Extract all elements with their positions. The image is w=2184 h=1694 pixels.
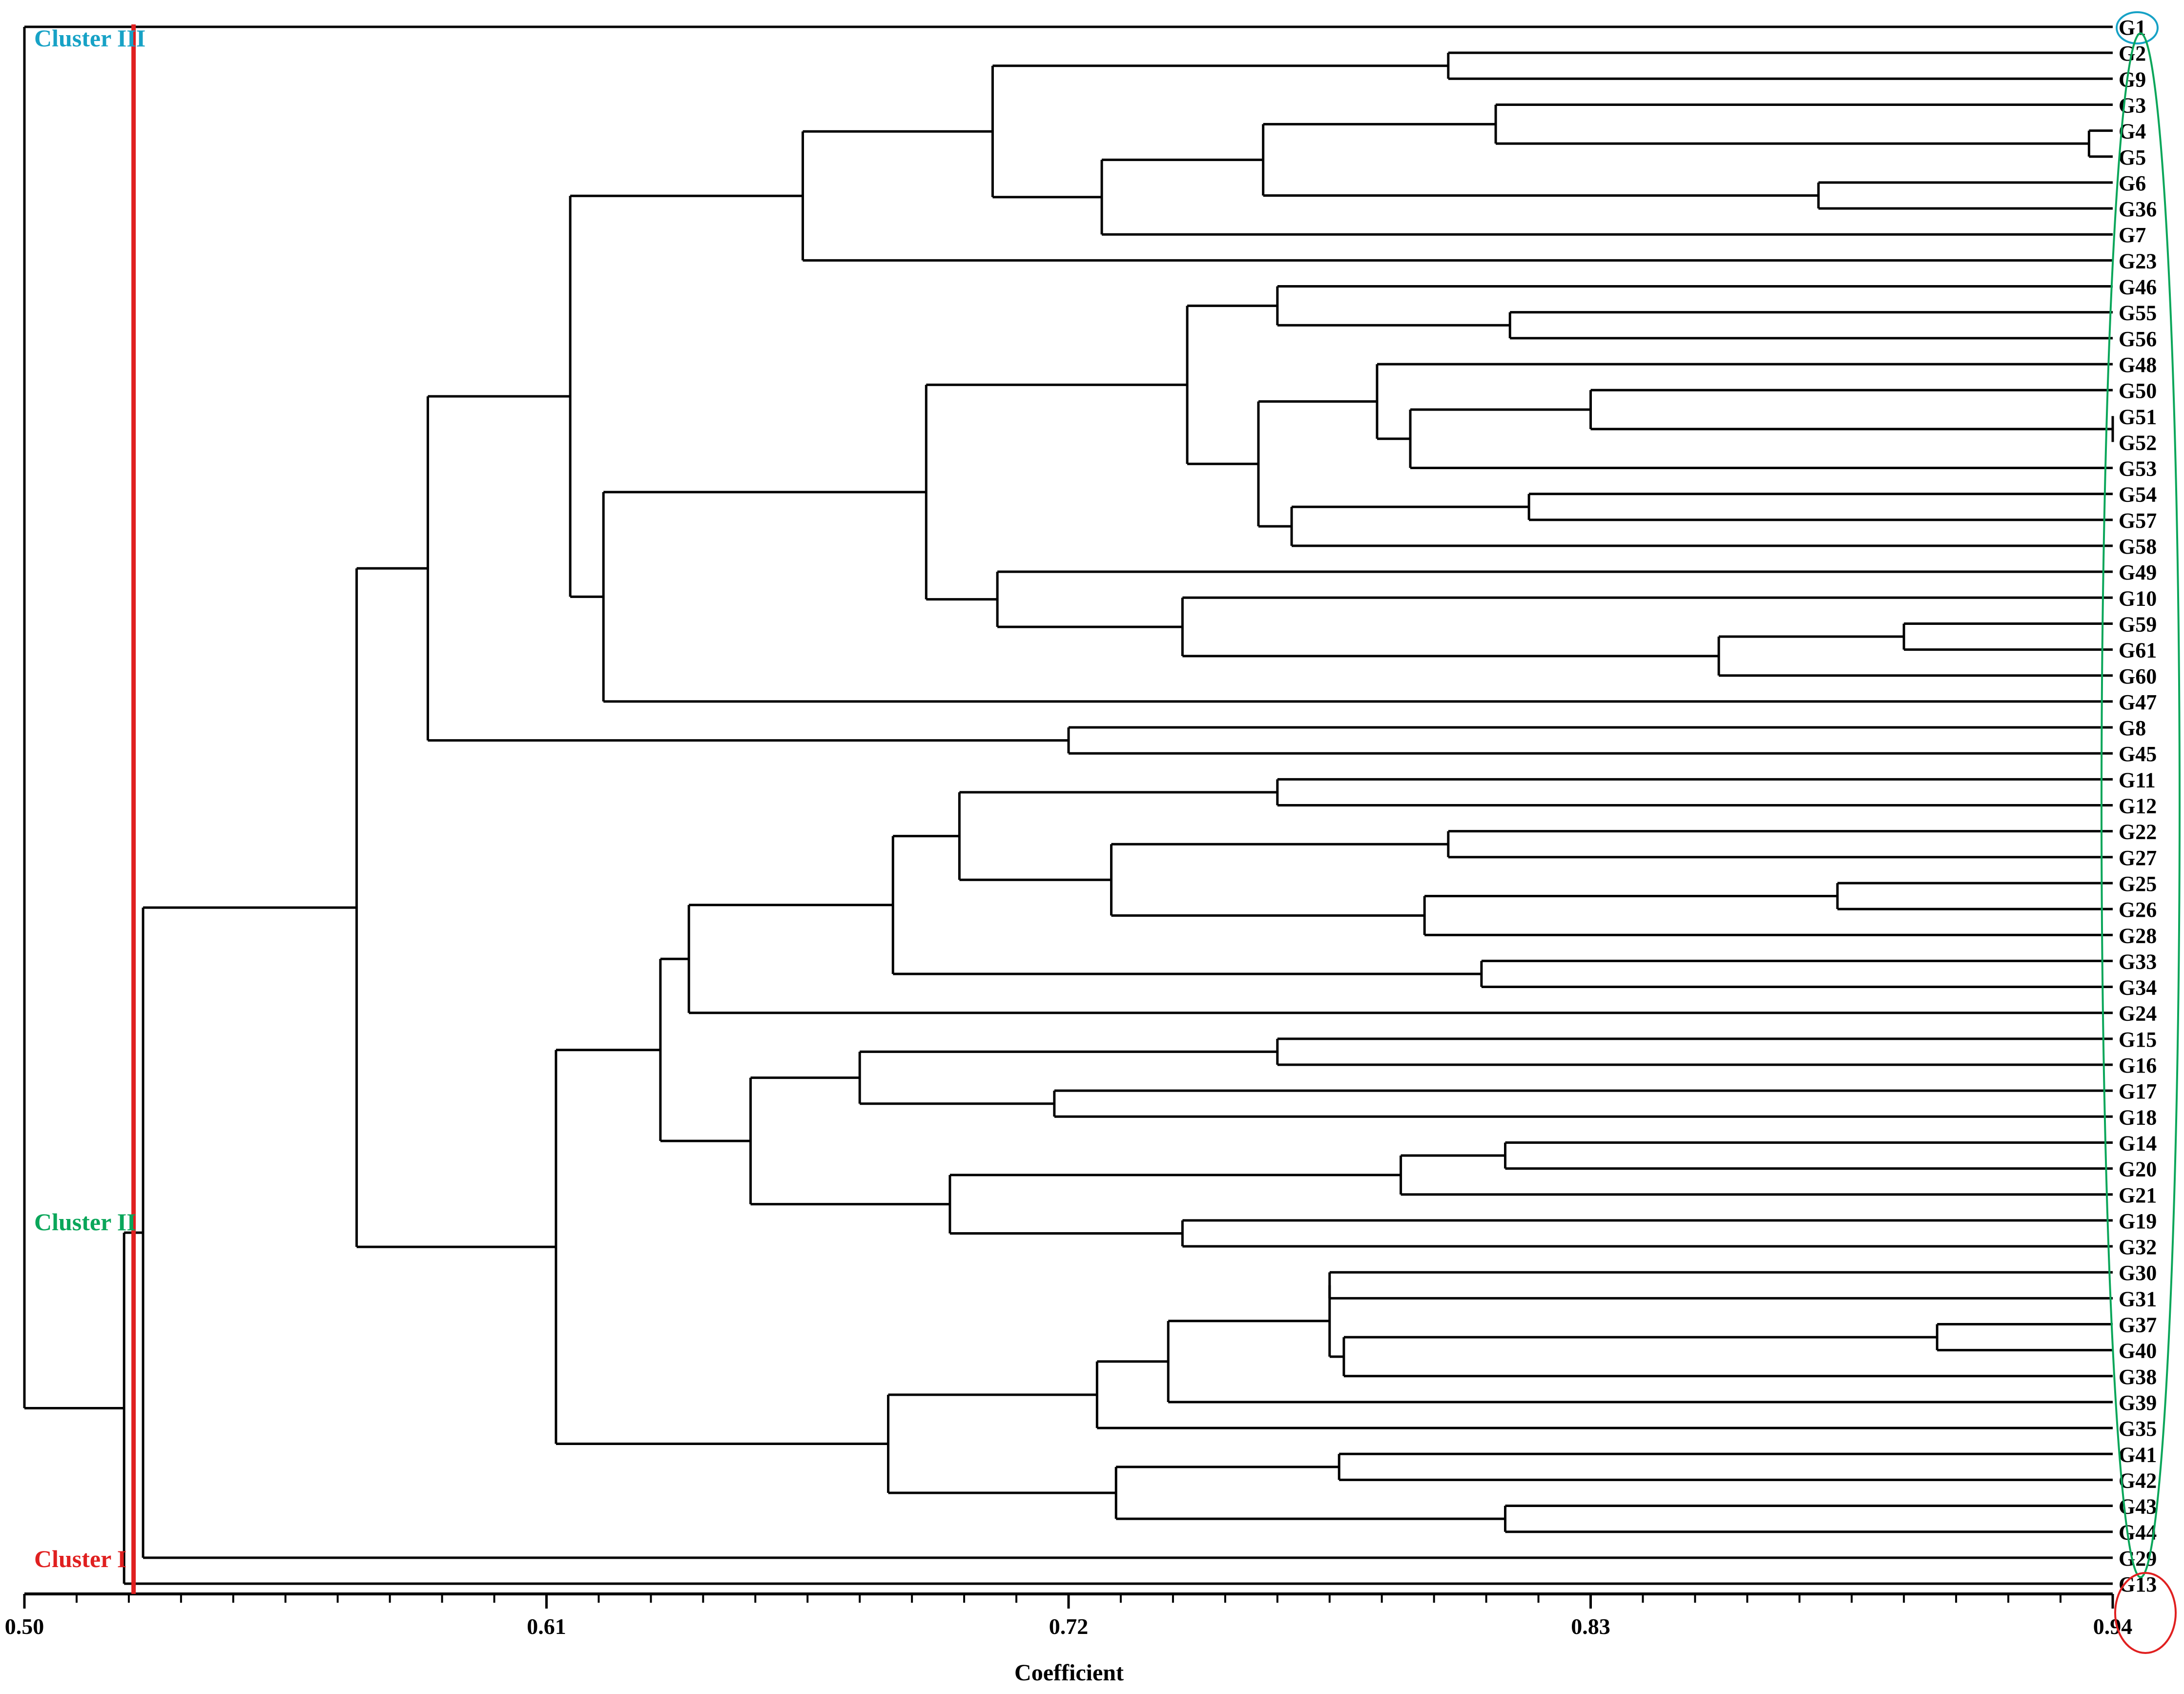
branches-layer bbox=[23, 25, 2114, 1585]
leaf-label-g14: G14 bbox=[2119, 1131, 2157, 1155]
leaf-label-g53: G53 bbox=[2119, 457, 2157, 481]
leaf-label-g33: G33 bbox=[2119, 950, 2157, 973]
leaf-label-g49: G49 bbox=[2119, 560, 2157, 584]
x-tick-label-4: 0.94 bbox=[2093, 1614, 2133, 1639]
cluster-label-3: Cluster I bbox=[34, 1545, 126, 1572]
leaf-labels-layer: G1G2G9G3G4G5G6G36G7G23G46G55G56G48G50G51… bbox=[2119, 16, 2157, 1596]
leaf-label-g58: G58 bbox=[2119, 535, 2157, 558]
leaf-label-g9: G9 bbox=[2119, 67, 2146, 91]
leaf-label-g5: G5 bbox=[2119, 145, 2146, 169]
cluster-ii-marker bbox=[2101, 32, 2181, 1578]
leaf-label-g16: G16 bbox=[2119, 1054, 2157, 1077]
leaf-label-g15: G15 bbox=[2119, 1028, 2157, 1052]
leaf-label-g55: G55 bbox=[2119, 301, 2157, 325]
leaf-label-g19: G19 bbox=[2119, 1209, 2157, 1233]
leaf-label-g35: G35 bbox=[2119, 1417, 2157, 1441]
leaf-label-g57: G57 bbox=[2119, 509, 2157, 533]
leaf-label-g47: G47 bbox=[2119, 690, 2157, 714]
x-tick-label-3: 0.83 bbox=[1571, 1614, 1610, 1639]
leaf-label-g6: G6 bbox=[2119, 171, 2146, 195]
x-tick-label-2: 0.72 bbox=[1049, 1614, 1089, 1639]
leaf-label-g18: G18 bbox=[2119, 1105, 2157, 1129]
leaf-label-g27: G27 bbox=[2119, 846, 2157, 870]
x-axis: 0.50 0.61 0.72 0.83 0.94 bbox=[5, 1592, 2133, 1639]
leaf-label-g54: G54 bbox=[2119, 483, 2157, 507]
leaf-label-g10: G10 bbox=[2119, 586, 2157, 610]
leaf-label-g21: G21 bbox=[2119, 1183, 2157, 1207]
cluster-label-1: Cluster III bbox=[34, 24, 145, 52]
leaf-label-g23: G23 bbox=[2119, 249, 2157, 273]
leaf-label-g40: G40 bbox=[2119, 1339, 2157, 1363]
cluster-label-2: Cluster II bbox=[34, 1208, 136, 1236]
leaf-label-g32: G32 bbox=[2119, 1235, 2157, 1259]
leaf-label-g30: G30 bbox=[2119, 1261, 2157, 1285]
leaf-label-g38: G38 bbox=[2119, 1365, 2157, 1389]
leaf-label-g17: G17 bbox=[2119, 1079, 2157, 1103]
leaf-label-g34: G34 bbox=[2119, 976, 2157, 1000]
leaf-label-g48: G48 bbox=[2119, 353, 2157, 377]
leaf-label-g37: G37 bbox=[2119, 1313, 2157, 1337]
leaf-label-g45: G45 bbox=[2119, 742, 2157, 766]
leaf-label-g56: G56 bbox=[2119, 327, 2157, 351]
annotations-layer: Cluster III Cluster II Cluster I bbox=[34, 11, 2181, 1654]
leaf-label-g8: G8 bbox=[2119, 716, 2146, 740]
leaf-label-g41: G41 bbox=[2119, 1443, 2157, 1467]
leaf-label-g42: G42 bbox=[2119, 1468, 2157, 1492]
leaf-label-g50: G50 bbox=[2119, 379, 2157, 403]
leaf-label-g59: G59 bbox=[2119, 612, 2157, 636]
x-tick-label-1: 0.61 bbox=[527, 1614, 566, 1639]
leaf-label-g39: G39 bbox=[2119, 1391, 2157, 1415]
leaf-label-g12: G12 bbox=[2119, 794, 2157, 818]
leaf-label-g60: G60 bbox=[2119, 664, 2157, 688]
leaf-label-g11: G11 bbox=[2119, 768, 2156, 792]
x-axis-title: Coefficient bbox=[1014, 1660, 1124, 1686]
x-tick-label-0: 0.50 bbox=[5, 1614, 44, 1639]
cluster-iii-marker bbox=[2116, 11, 2159, 44]
leaf-label-g61: G61 bbox=[2119, 639, 2157, 662]
leaf-label-g28: G28 bbox=[2119, 924, 2157, 948]
leaf-label-g46: G46 bbox=[2119, 275, 2157, 299]
leaf-label-g22: G22 bbox=[2119, 820, 2157, 844]
leaf-label-g44: G44 bbox=[2119, 1521, 2157, 1545]
leaf-label-g26: G26 bbox=[2119, 898, 2157, 922]
leaf-label-g1: G1 bbox=[2119, 16, 2146, 40]
leaf-label-g20: G20 bbox=[2119, 1157, 2157, 1181]
leaf-label-g7: G7 bbox=[2119, 223, 2146, 247]
leaf-label-g31: G31 bbox=[2119, 1287, 2157, 1311]
leaf-label-g51: G51 bbox=[2119, 405, 2157, 429]
cluster-i-marker bbox=[2114, 1572, 2177, 1654]
leaf-label-g25: G25 bbox=[2119, 872, 2157, 896]
leaf-label-g52: G52 bbox=[2119, 431, 2157, 454]
leaf-label-g24: G24 bbox=[2119, 1002, 2157, 1026]
leaf-label-g36: G36 bbox=[2119, 197, 2157, 221]
